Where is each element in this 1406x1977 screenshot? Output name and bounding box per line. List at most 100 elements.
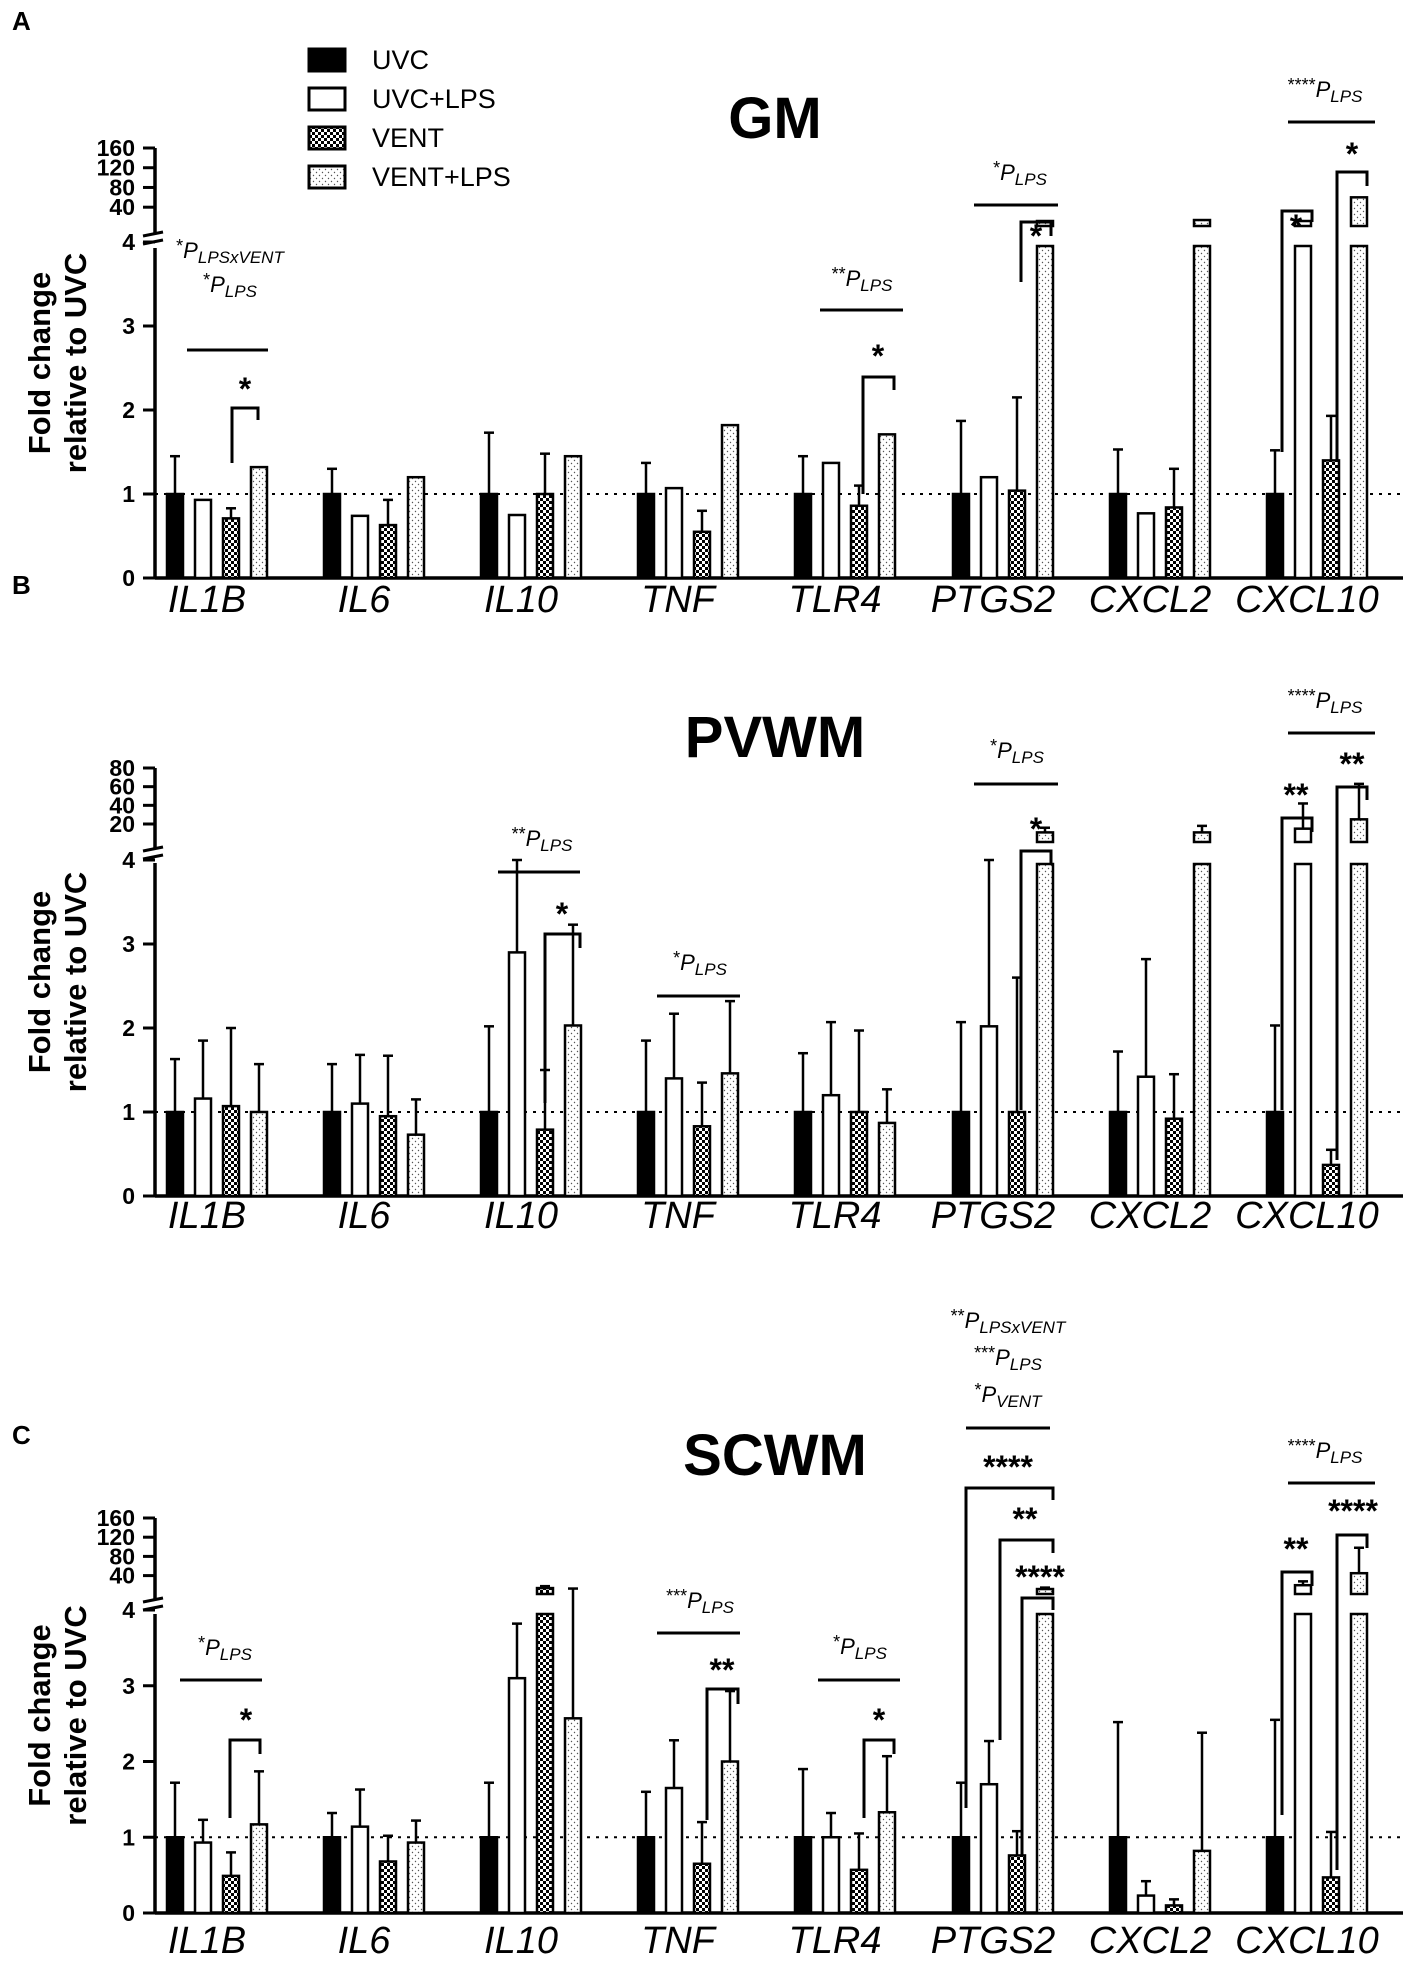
bar xyxy=(165,1110,185,1198)
bar xyxy=(350,514,370,580)
y-tick-label: 160 xyxy=(97,1505,135,1531)
bar xyxy=(720,423,740,580)
bar xyxy=(535,492,555,580)
bar xyxy=(664,486,684,580)
y-tick-label: 4 xyxy=(122,229,135,255)
bar xyxy=(821,1836,841,1915)
category-label: PTGS2 xyxy=(931,1920,1056,1962)
category-label: IL10 xyxy=(484,1920,558,1962)
bar xyxy=(849,1110,869,1198)
sig-stars: **** xyxy=(983,1449,1033,1485)
sig-bracket xyxy=(1280,1570,1314,1815)
bar xyxy=(479,1836,499,1915)
bar xyxy=(692,530,712,580)
sig-bracket xyxy=(1019,220,1053,282)
bar xyxy=(636,1836,656,1915)
sig-bracket xyxy=(1335,170,1369,462)
panel-letter: A xyxy=(12,6,31,36)
bar xyxy=(1164,1117,1184,1198)
annotation-p-lps: ****PLPS xyxy=(1288,1436,1364,1467)
category-label: PTGS2 xyxy=(931,579,1056,621)
category-label: TLR4 xyxy=(789,579,882,621)
bar xyxy=(378,1114,398,1198)
legend-swatch xyxy=(307,125,347,151)
bar xyxy=(877,433,897,580)
bar xyxy=(1192,862,1212,1198)
sig-stars: * xyxy=(1030,218,1043,254)
category-label: IL1B xyxy=(168,1920,246,1962)
annotation-p-lps: *PLPS xyxy=(993,158,1047,189)
bar xyxy=(692,1125,712,1198)
bar xyxy=(193,1841,213,1915)
sig-stars: * xyxy=(556,896,569,932)
y-tick-label: 0 xyxy=(122,1900,135,1926)
bar xyxy=(1293,862,1313,1198)
axis-break-mark xyxy=(142,230,164,238)
sig-stars: * xyxy=(239,371,252,407)
annotation-p-vent: *PVENT xyxy=(974,1380,1043,1411)
legend-swatch xyxy=(307,86,347,112)
y-tick-label: 2 xyxy=(122,1749,135,1775)
bar xyxy=(406,1841,426,1915)
y-tick-label: 60 xyxy=(109,774,135,800)
legend-label: VENT xyxy=(372,123,444,153)
bar xyxy=(1108,1836,1128,1915)
category-label: IL1B xyxy=(168,1195,246,1237)
sig-bracket xyxy=(862,1738,896,1818)
bar xyxy=(221,1874,241,1915)
bar xyxy=(720,1760,740,1915)
category-label: CXCL10 xyxy=(1235,579,1379,621)
bar xyxy=(951,1836,971,1915)
annotation-p-lps: ****PLPS xyxy=(1288,686,1364,717)
legend-swatch xyxy=(307,47,347,73)
bar-upper xyxy=(1349,1571,1369,1596)
sig-stars: * xyxy=(873,1702,886,1738)
bar xyxy=(563,1717,583,1915)
bar xyxy=(507,1676,527,1915)
category-label: CXCL10 xyxy=(1235,1195,1379,1237)
annotation-p-lps: ***PLPS xyxy=(666,1586,734,1617)
bar xyxy=(378,1860,398,1915)
sig-stars: * xyxy=(872,338,885,374)
sig-stars: **** xyxy=(1328,1493,1378,1529)
bar xyxy=(692,1862,712,1915)
sig-stars: ** xyxy=(1284,1531,1309,1567)
bar xyxy=(636,1110,656,1198)
category-label: TNF xyxy=(641,579,717,621)
category-label: TNF xyxy=(641,1195,717,1237)
y-tick-label: 1 xyxy=(122,1099,135,1125)
sig-stars: * xyxy=(1290,208,1303,244)
y-tick-label: 0 xyxy=(122,565,135,591)
bar xyxy=(1136,512,1156,580)
bar xyxy=(165,492,185,580)
legend-label: UVC xyxy=(372,45,429,75)
bar xyxy=(1349,862,1369,1198)
bar xyxy=(193,498,213,580)
sig-bracket xyxy=(1335,785,1369,1160)
sig-stars: * xyxy=(240,1702,253,1738)
bar xyxy=(563,454,583,580)
bar xyxy=(821,461,841,580)
bar xyxy=(720,1072,740,1198)
bar xyxy=(1265,1110,1285,1198)
bar xyxy=(1007,1854,1027,1915)
bar-upper xyxy=(1293,827,1313,844)
bar xyxy=(793,1836,813,1915)
legend-swatch xyxy=(307,164,347,190)
y-tick-label: 0 xyxy=(122,1183,135,1209)
bar xyxy=(1192,1849,1212,1915)
bar xyxy=(1164,1904,1184,1915)
chart-title: PVWM xyxy=(685,705,865,770)
bar xyxy=(636,492,656,580)
bar xyxy=(1007,489,1027,580)
legend-label: VENT+LPS xyxy=(372,162,511,192)
bar xyxy=(979,475,999,580)
sig-bracket xyxy=(705,1687,740,1820)
bar xyxy=(535,1128,555,1198)
annotation-p-lps: ***PLPS xyxy=(974,1343,1042,1374)
panel-B: B PVWM Fold changerelative to UVC 0 1 2 3 4 2040… xyxy=(12,570,1403,1237)
bar-upper xyxy=(1349,818,1369,844)
bar xyxy=(1321,1163,1341,1198)
category-label: IL10 xyxy=(484,1195,558,1237)
